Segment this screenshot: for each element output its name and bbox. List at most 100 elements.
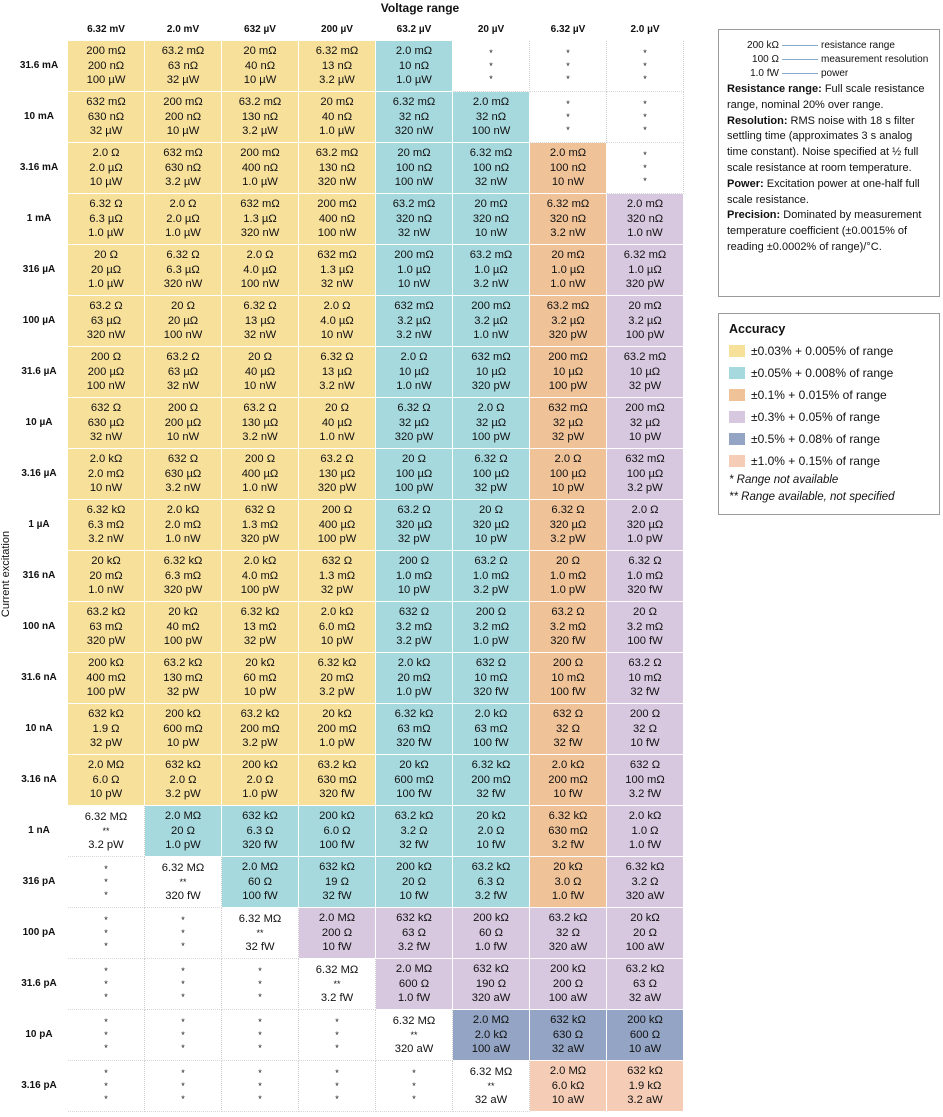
- power: 10 pW: [243, 686, 277, 699]
- table-cell: 20 mΩ 1.0 µΩ 1.0 nW: [530, 245, 607, 296]
- power: 320 fW: [319, 788, 355, 801]
- power: 100 nW: [86, 380, 126, 393]
- power: 100 fW: [473, 737, 509, 750]
- table-cell: 20 kΩ 2.0 Ω 10 fW: [453, 806, 530, 857]
- power: 1.0 nW: [165, 533, 201, 546]
- measurement-resolution: 63 mΩ: [397, 722, 431, 735]
- resistance-range: 632 kΩ: [396, 912, 432, 925]
- power: 3.2 fW: [397, 941, 431, 954]
- power: 320 pW: [240, 533, 280, 546]
- table-cell: 2.0 Ω 320 µΩ 1.0 pW: [607, 500, 684, 551]
- measurement-resolution: 1.0 µΩ: [397, 263, 431, 276]
- resistance-range: 200 Ω: [552, 657, 584, 670]
- table-cell: 63.2 mΩ 10 µΩ 32 pW: [607, 347, 684, 398]
- resistance-range: 6.32 Ω: [551, 504, 585, 517]
- measurement-resolution: 6.0 Ω: [323, 824, 351, 837]
- table-cell: * * *: [222, 1010, 299, 1061]
- measurement-resolution: 100 mΩ: [625, 773, 665, 786]
- voltage-header: 2.0 µV: [630, 24, 660, 35]
- resistance-range: 200 Ω: [90, 351, 122, 364]
- resistance-range: *: [643, 149, 647, 160]
- resistance-range: 6.32 kΩ: [240, 606, 280, 619]
- table-cell: 2.0 MΩ 6.0 Ω 10 pW: [68, 755, 145, 806]
- power: 100 nW: [317, 227, 357, 240]
- power: *: [258, 1093, 262, 1104]
- table-cell: 200 kΩ 400 mΩ 100 pW: [68, 653, 145, 704]
- table-cell: * * *: [453, 41, 530, 92]
- table-cell: 632 kΩ 1.9 kΩ 3.2 aW: [607, 1061, 684, 1112]
- measurement-resolution: 60 Ω: [479, 926, 503, 939]
- measurement-resolution: 32 µΩ: [629, 416, 661, 429]
- voltage-header: 632 µV: [244, 24, 276, 35]
- power: 3.2 nW: [242, 431, 278, 444]
- measurement-resolution: *: [335, 1080, 339, 1091]
- power: 32 pW: [320, 584, 354, 597]
- resistance-range: 632 mΩ: [625, 453, 665, 466]
- table-cell: 6.32 kΩ 6.3 mΩ 320 pW: [145, 551, 222, 602]
- measurement-resolution: 320 nΩ: [472, 212, 510, 225]
- resistance-range: *: [104, 914, 108, 925]
- table-cell: 63.2 mΩ 63 nΩ 32 µW: [145, 41, 222, 92]
- table-cell: 6.32 mΩ 1.0 µΩ 320 pW: [607, 245, 684, 296]
- power: 100 nW: [471, 125, 511, 138]
- table-cell: 20 Ω 40 µΩ 10 nW: [222, 347, 299, 398]
- power: 1.0 nW: [550, 278, 586, 291]
- table-cell: 20 mΩ 3.2 µΩ 100 pW: [607, 296, 684, 347]
- resistance-range: 6.32 Ω: [320, 351, 354, 364]
- measurement-resolution: 40 nΩ: [321, 110, 353, 123]
- measurement-resolution: 200 µΩ: [87, 365, 125, 378]
- table-cell: 632 Ω 100 mΩ 3.2 fW: [607, 755, 684, 806]
- table-cell: 2.0 Ω 4.0 µΩ 100 nW: [222, 245, 299, 296]
- current-header: 31.6 nA: [21, 672, 57, 683]
- measurement-resolution: 2.0 Ω: [477, 824, 505, 837]
- resistance-range: 20 mΩ: [243, 45, 277, 58]
- measurement-resolution: 6.3 mΩ: [87, 518, 125, 531]
- table-cell: 2.0 Ω 100 µΩ 10 pW: [530, 449, 607, 500]
- power: 320 nW: [163, 278, 203, 291]
- power: 320 fW: [473, 686, 509, 699]
- table-cell: 6.32 Ω 320 µΩ 3.2 pW: [530, 500, 607, 551]
- resistance-range: 2.0 kΩ: [320, 606, 354, 619]
- table-cell: * * *: [607, 41, 684, 92]
- table-cell: 6.32 Ω 6.3 µΩ 1.0 µW: [68, 194, 145, 245]
- resistance-range: 200 Ω: [475, 606, 507, 619]
- accuracy-swatch: [729, 433, 745, 445]
- key-line: [782, 73, 818, 74]
- measurement-resolution: 10 µΩ: [629, 365, 661, 378]
- current-header: 31.6 µA: [21, 366, 57, 377]
- table-cell: 63.2 Ω 63 µΩ 320 nW: [68, 296, 145, 347]
- power: *: [566, 124, 570, 135]
- measurement-resolution: 190 Ω: [475, 977, 507, 990]
- resistance-range: 63.2 kΩ: [625, 963, 665, 976]
- table-cell: 200 mΩ 32 µΩ 10 pW: [607, 398, 684, 449]
- measurement-resolution: 40 µΩ: [244, 365, 276, 378]
- table-cell: 2.0 kΩ 200 mΩ 10 fW: [530, 755, 607, 806]
- table-cell: 2.0 mΩ 100 nΩ 10 nW: [530, 143, 607, 194]
- key-legend: 200 kΩ resistance range 100 Ω measuremen…: [718, 29, 940, 297]
- measurement-resolution: 60 Ω: [248, 875, 272, 888]
- power: 10 nW: [474, 227, 508, 240]
- table-cell: 632 Ω 1.3 mΩ 32 pW: [299, 551, 376, 602]
- accuracy-item: ±0.3% + 0.05% of range: [729, 406, 929, 428]
- resistance-range: 200 mΩ: [240, 147, 280, 160]
- resistance-range: 6.32 Ω: [89, 198, 123, 211]
- resistance-range: 63.2 Ω: [243, 402, 277, 415]
- table-cell: 63.2 kΩ 3.2 Ω 32 fW: [376, 806, 453, 857]
- resistance-range: 2.0 kΩ: [89, 453, 123, 466]
- resistance-range: 6.32 kΩ: [471, 759, 511, 772]
- current-header: 1 nA: [28, 825, 50, 836]
- resistance-range: 632 kΩ: [627, 1065, 663, 1078]
- measurement-resolution: 1.0 mΩ: [395, 569, 433, 582]
- table-cell: 6.32 kΩ 200 mΩ 32 fW: [453, 755, 530, 806]
- power: 10 nW: [320, 329, 354, 342]
- accuracy-swatch: [729, 345, 745, 357]
- resistance-range: 200 kΩ: [627, 1014, 663, 1027]
- resistance-range: 63.2 Ω: [628, 657, 662, 670]
- power: 10 µW: [89, 176, 123, 189]
- table-cell: 6.32 Ω 6.3 µΩ 320 nW: [145, 245, 222, 296]
- power: 10 aW: [551, 1094, 585, 1107]
- power: 320 pW: [625, 278, 665, 291]
- power: 32 µW: [89, 125, 123, 138]
- table-cell: 632 mΩ 100 µΩ 3.2 pW: [607, 449, 684, 500]
- current-header: 3.16 mA: [19, 162, 59, 173]
